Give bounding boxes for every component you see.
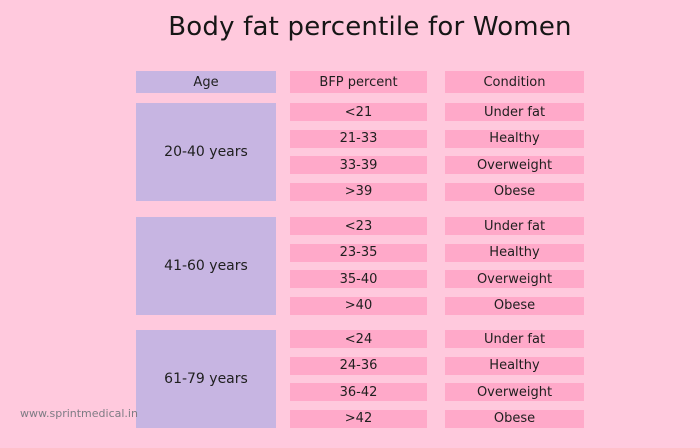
age-cell: 41-60 years [136,217,276,315]
age-group-61-79: 61-79 years <24 24-36 36-42 >42 Under fa… [136,330,584,428]
condition-cell: Overweight [445,270,584,289]
condition-cell: Under fat [445,217,584,235]
bfp-cell: 35-40 [290,270,427,289]
page-title: Body fat percentile for Women [168,12,572,42]
bfp-column: <21 21-33 33-39 >39 [290,103,427,201]
bfp-cell: >42 [290,409,427,428]
condition-cell: Obese [445,409,584,428]
condition-cell: Obese [445,296,584,315]
age-cell: 61-79 years [136,330,276,428]
bfp-cell: >39 [290,182,427,201]
condition-column: Under fat Healthy Overweight Obese [445,103,584,201]
column-header-bfp: BFP percent [290,71,427,93]
bfp-column: <24 24-36 36-42 >42 [290,330,427,428]
condition-cell: Under fat [445,330,584,348]
bfp-cell: 21-33 [290,129,427,148]
bfp-cell: 33-39 [290,156,427,175]
bfp-cell: 24-36 [290,356,427,375]
bfp-cell: >40 [290,296,427,315]
bfp-cell: 23-35 [290,243,427,262]
bfp-cell: <21 [290,103,427,121]
condition-cell: Obese [445,182,584,201]
condition-cell: Healthy [445,129,584,148]
column-header-condition: Condition [445,71,584,93]
bfp-cell: <23 [290,217,427,235]
bfp-table: Age BFP percent Condition 20-40 years <2… [136,71,584,428]
watermark-url: www.sprintmedical.in [20,407,138,420]
age-cell: 20-40 years [136,103,276,201]
table-header-row: Age BFP percent Condition [136,71,584,93]
column-header-age: Age [136,71,276,93]
condition-cell: Overweight [445,156,584,175]
condition-column: Under fat Healthy Overweight Obese [445,330,584,428]
bfp-cell: <24 [290,330,427,348]
bfp-cell: 36-42 [290,383,427,402]
condition-cell: Healthy [445,356,584,375]
age-group-41-60: 41-60 years <23 23-35 35-40 >40 Under fa… [136,217,584,315]
condition-cell: Under fat [445,103,584,121]
condition-cell: Healthy [445,243,584,262]
age-group-20-40: 20-40 years <21 21-33 33-39 >39 Under fa… [136,103,584,201]
bfp-column: <23 23-35 35-40 >40 [290,217,427,315]
condition-column: Under fat Healthy Overweight Obese [445,217,584,315]
condition-cell: Overweight [445,383,584,402]
